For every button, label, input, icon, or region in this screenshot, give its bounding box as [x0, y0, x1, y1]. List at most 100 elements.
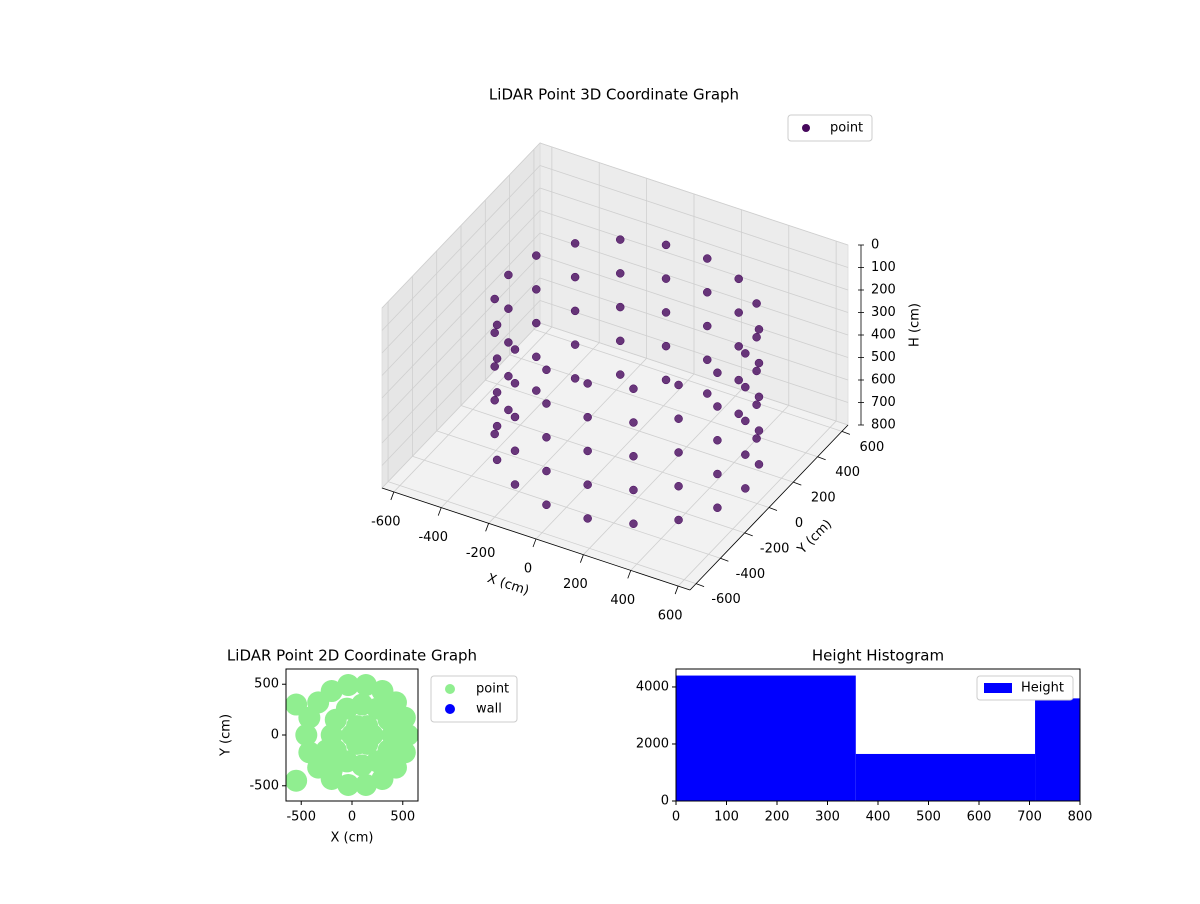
point	[492, 421, 502, 431]
point	[542, 466, 551, 476]
z-tick-label: 800	[871, 418, 896, 433]
point	[532, 285, 541, 294]
point	[674, 380, 683, 390]
z-axis-label: H (cm)	[908, 303, 923, 347]
y-tick-label: -400	[736, 567, 766, 582]
chart-title: Height Histogram	[812, 647, 944, 665]
tick-mark	[841, 430, 851, 435]
point	[542, 399, 551, 408]
grid-line	[539, 187, 849, 291]
grid-line	[539, 322, 849, 426]
x-tick-label: 200	[563, 577, 588, 592]
y-tick-label: -500	[249, 778, 279, 793]
z-tick-label: 100	[871, 260, 896, 275]
point	[754, 392, 764, 402]
x-tick-label: -400	[418, 530, 448, 545]
point	[354, 674, 377, 697]
point	[752, 366, 761, 376]
chart-2d: point wall -500 0 500 -500 0 500 LiDAR Point 2D …	[219, 647, 518, 846]
tick-mark	[817, 456, 826, 461]
point	[741, 382, 750, 392]
point	[583, 412, 592, 422]
point	[583, 514, 592, 523]
point	[504, 338, 513, 347]
legend-label: wall	[476, 702, 502, 717]
chart-title: LiDAR Point 2D Coordinate Graph	[227, 647, 477, 665]
point	[754, 460, 764, 469]
grid-line	[387, 481, 697, 585]
point	[752, 434, 761, 443]
y-tick-label: 0	[661, 794, 669, 809]
x-tick-label: -500	[286, 810, 316, 825]
point	[570, 239, 580, 248]
x-tick-label: 800	[1068, 810, 1093, 825]
grid-line	[412, 455, 721, 559]
y-tick-label: 200	[811, 491, 836, 506]
point	[570, 374, 580, 383]
x-tick-label: 600	[967, 810, 992, 825]
point	[337, 674, 360, 697]
point	[570, 306, 580, 316]
legend-marker	[445, 704, 455, 714]
point	[570, 340, 580, 349]
x-tick-label: 500	[390, 810, 415, 825]
point	[490, 362, 499, 371]
legend-box	[787, 114, 873, 142]
point	[510, 446, 520, 456]
y-tick-label: -600	[711, 592, 741, 607]
point	[629, 418, 638, 427]
z-tick-label: 300	[871, 305, 896, 320]
point	[354, 773, 377, 796]
legend-label: point	[830, 121, 863, 136]
point	[295, 724, 318, 746]
y-tick-label: 4000	[636, 679, 669, 694]
x-tick-label: 0	[524, 562, 532, 577]
grid-line	[381, 255, 541, 421]
y-tick-label: 600	[860, 440, 885, 455]
point	[661, 240, 671, 250]
point	[583, 446, 592, 456]
chart-title: LiDAR Point 3D Coordinate Graph	[489, 86, 739, 104]
point	[629, 384, 638, 393]
point	[674, 448, 683, 457]
x-tick-label: 600	[658, 609, 683, 624]
tick-mark	[437, 507, 442, 516]
point	[504, 270, 513, 280]
point	[741, 450, 750, 459]
point	[734, 409, 743, 419]
grid-line	[381, 165, 541, 331]
point	[492, 455, 502, 465]
point	[286, 769, 308, 792]
point	[674, 481, 683, 491]
tick-mark	[532, 538, 537, 548]
grid-line	[509, 354, 818, 458]
x-tick-label: 500	[916, 810, 941, 825]
point	[713, 368, 722, 378]
point	[754, 358, 764, 368]
tick-mark	[485, 523, 489, 532]
grid-line	[533, 328, 843, 432]
point	[371, 680, 394, 703]
grid-line	[381, 300, 541, 466]
grid-line	[539, 277, 849, 381]
grid-line	[539, 142, 849, 246]
point	[615, 269, 625, 278]
point	[703, 355, 712, 365]
points	[286, 674, 418, 796]
point	[510, 379, 520, 388]
grid-line	[460, 405, 770, 508]
point	[661, 341, 671, 351]
point	[734, 274, 743, 284]
point	[510, 345, 520, 354]
point	[615, 336, 625, 346]
point	[490, 294, 499, 304]
grid-line	[539, 232, 849, 336]
tick-mark	[390, 491, 395, 501]
point	[510, 412, 520, 422]
x-tick-label: 0	[672, 810, 680, 825]
grid-line	[381, 232, 541, 399]
point	[504, 304, 513, 313]
bars	[676, 675, 1080, 801]
chart-3d: -600-400-2000200400600-600-400-200020040…	[371, 86, 922, 624]
